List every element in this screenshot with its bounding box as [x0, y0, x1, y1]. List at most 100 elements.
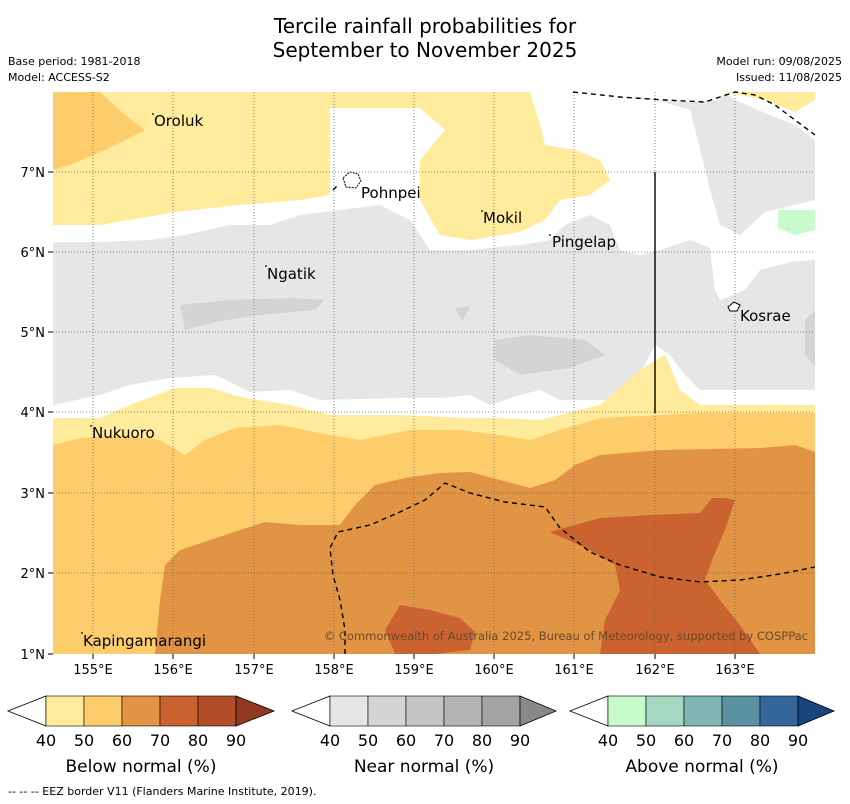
colorbar-high-extension — [519, 695, 558, 727]
colorbar-tick: 60 — [112, 731, 132, 750]
place-marker — [265, 265, 267, 267]
colorbar-swatch — [197, 695, 237, 727]
eez-footnote: -- -- -- EEZ border V11 (Flanders Marine… — [8, 785, 317, 798]
y-tick-label: 7°N — [21, 166, 46, 181]
colorbar-tick: 60 — [396, 731, 416, 750]
meta-right: Model run: 09/08/2025 Issued: 11/08/2025 — [716, 54, 842, 86]
near-normal-50-patch-b — [495, 335, 605, 375]
place-marker — [549, 234, 551, 236]
map-panel: 155°E 156°E 157°E 158°E 159°E 160°E 161°… — [21, 91, 816, 678]
near-normal-50-patch-d — [805, 310, 815, 366]
place-marker — [81, 632, 83, 634]
colorbar-swatch — [759, 695, 799, 727]
below-normal-50-patch-oroluk — [53, 92, 145, 170]
x-tick-label: 163°E — [715, 663, 755, 678]
colorbar-swatch — [83, 695, 123, 727]
base-period: Base period: 1981-2018 — [8, 55, 141, 68]
below-normal-40-band-north — [53, 92, 610, 240]
colorbar-swatch — [481, 695, 521, 727]
place-labels: Oroluk Pohnpei Mokil Pingelap Ngatik Kos… — [83, 112, 791, 650]
y-tick-label: 2°N — [21, 567, 46, 582]
eez-border — [329, 91, 816, 654]
x-tick-label: 157°E — [234, 663, 274, 678]
near-normal-50-patch-c — [455, 306, 470, 322]
colorbar-tick: 50 — [636, 731, 656, 750]
colorbar-low-extension — [568, 695, 609, 727]
colorbar-tick: 80 — [472, 731, 492, 750]
place-label-kapingamarangi: Kapingamarangi — [83, 632, 206, 650]
colorbar-below-normal: 40 50 60 70 80 90 Below normal (%) — [6, 695, 276, 777]
place-label-oroluk: Oroluk — [154, 112, 203, 130]
colorbar-tick: 70 — [150, 731, 170, 750]
x-tick-label: 160°E — [474, 663, 514, 678]
x-tick-label: 156°E — [153, 663, 193, 678]
colorbar-low-extension — [6, 695, 47, 727]
x-tick-label: 155°E — [73, 663, 113, 678]
colorbar-high-extension — [235, 695, 276, 727]
place-marker — [90, 425, 92, 427]
colorbar-tick: 40 — [36, 731, 56, 750]
y-tick-label: 3°N — [21, 487, 46, 502]
axis-ticks — [48, 171, 736, 659]
probability-fields — [53, 92, 815, 654]
colorbar-tick: 90 — [510, 731, 530, 750]
colorbar-tick: 80 — [750, 731, 770, 750]
y-tick-label: 5°N — [21, 326, 46, 341]
colorbar-swatch — [45, 695, 85, 727]
model-name: Model: ACCESS-S2 — [8, 71, 110, 84]
colorbar-above-normal: 40 50 60 70 80 90 Above normal (%) — [568, 695, 836, 777]
place-label-pingelap: Pingelap — [552, 233, 616, 251]
place-label-pohnpei: Pohnpei — [361, 184, 421, 202]
colorbar-tick: 70 — [712, 731, 732, 750]
colorbar-tick: 50 — [358, 731, 378, 750]
copyright-notice: © Commonwealth of Australia 2025, Bureau… — [324, 629, 808, 643]
colorbar-label: Near normal (%) — [354, 757, 494, 777]
x-tick-labels: 155°E 156°E 157°E 158°E 159°E 160°E 161°… — [73, 663, 755, 678]
x-tick-label: 158°E — [314, 663, 354, 678]
map-title: Tercile rainfall probabilities for Septe… — [0, 14, 850, 62]
colorbar-tick: 60 — [674, 731, 694, 750]
pohnpei-island — [342, 171, 362, 189]
issued-date: Issued: 11/08/2025 — [735, 71, 842, 84]
colorbar-swatch — [367, 695, 407, 727]
colorbar-swatch — [121, 695, 161, 727]
colorbar-label: Below normal (%) — [66, 757, 217, 777]
title-line-2: September to November 2025 — [272, 38, 578, 62]
colorbar-swatch — [443, 695, 483, 727]
colorbar-high-extension — [797, 695, 836, 727]
model-run: Model run: 09/08/2025 — [716, 55, 842, 68]
colorbar-tick: 40 — [320, 731, 340, 750]
colorbar-tick: 90 — [788, 731, 808, 750]
x-tick-label: 162°E — [635, 663, 675, 678]
colorbar-swatch — [405, 695, 445, 727]
near-normal-40-band — [53, 205, 815, 405]
y-tick-label: 6°N — [21, 246, 46, 261]
near-normal-50-patch-a — [180, 298, 325, 330]
colorbar-tick: 80 — [188, 731, 208, 750]
colorbar-swatch — [607, 695, 647, 727]
colorbar-swatch — [329, 695, 369, 727]
colorbar-tick: 70 — [434, 731, 454, 750]
title-line-1: Tercile rainfall probabilities for — [273, 14, 577, 38]
above-normal-40-patch — [778, 210, 815, 235]
colorbar-tick: 50 — [74, 731, 94, 750]
y-tick-label: 4°N — [21, 406, 46, 421]
y-tick-label: 1°N — [21, 648, 46, 663]
place-markers — [81, 113, 551, 634]
kosrae-island — [727, 301, 741, 312]
below-normal-70-patch-south — [385, 605, 475, 654]
colorbar-swatch — [683, 695, 723, 727]
y-tick-labels: 7°N 6°N 5°N 4°N 3°N 2°N 1°N — [21, 166, 46, 663]
colorbar-near-normal: 40 50 60 70 80 90 Near normal (%) — [290, 695, 558, 777]
place-label-nukuoro: Nukuoro — [92, 424, 155, 442]
x-tick-label: 161°E — [554, 663, 594, 678]
colorbar-swatch — [159, 695, 199, 727]
place-label-kosrae: Kosrae — [740, 307, 791, 325]
colorbar-tick: 90 — [226, 731, 246, 750]
colorbar-legend: 40 50 60 70 80 90 Below normal (%) 40 50… — [6, 695, 836, 777]
colorbar-swatch — [645, 695, 685, 727]
colorbar-tick: 40 — [598, 731, 618, 750]
near-normal-40-band-north — [545, 92, 815, 235]
place-marker — [152, 113, 154, 115]
x-tick-label: 159°E — [394, 663, 434, 678]
